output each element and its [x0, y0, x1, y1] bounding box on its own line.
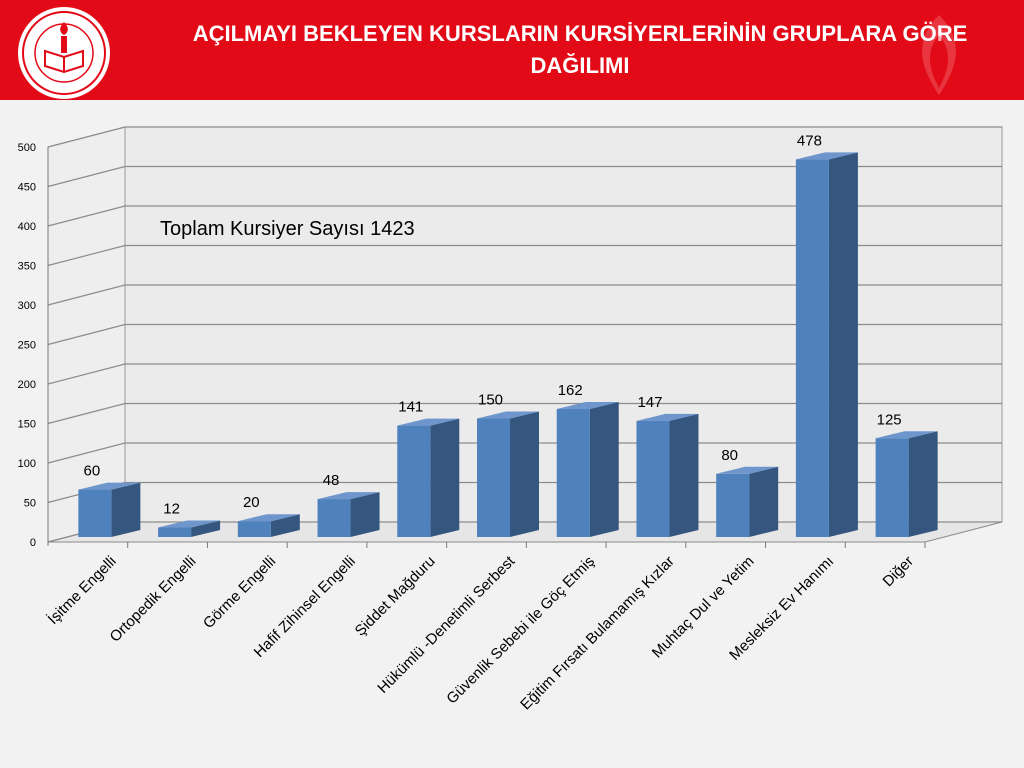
y-tick-label: 200 [18, 379, 36, 391]
bar-top [397, 418, 460, 426]
data-label: 150 [478, 392, 503, 409]
bar-top [556, 402, 619, 410]
bar-side [270, 514, 300, 537]
category-label: Şiddet Mağduru [352, 553, 439, 640]
category-label: Görme Engelli [200, 553, 279, 632]
category-label: Diğer [880, 553, 917, 590]
title-banner: AÇILMAYI BEKLEYEN KURSLARIN KURSİYERLERİ… [0, 0, 1024, 100]
bar-side [191, 520, 221, 537]
data-label: 48 [323, 472, 340, 489]
bar-side [589, 402, 619, 537]
gridline [47, 126, 1002, 148]
bar-side [111, 482, 141, 537]
data-label: 125 [877, 411, 902, 428]
y-tick-label: 150 [18, 419, 36, 431]
ministry-logo [18, 7, 110, 99]
data-label: 20 [243, 494, 260, 511]
bar-top [875, 431, 938, 439]
title-line-2: DAĞILIMI [530, 53, 630, 78]
data-label: 12 [163, 501, 180, 518]
bar-side [350, 492, 380, 537]
bar-top [477, 411, 539, 419]
bar [716, 473, 750, 537]
y-tick-label: 250 [18, 340, 36, 352]
bar [636, 420, 670, 537]
bar-top [716, 466, 779, 474]
bar [78, 489, 112, 537]
bar-side [430, 418, 460, 537]
gridline [47, 323, 1002, 346]
bar-top [237, 514, 300, 522]
bar-top [158, 520, 221, 528]
bar-side [749, 466, 779, 537]
bar-side [828, 152, 858, 537]
bar [397, 425, 431, 537]
data-label: 80 [721, 447, 738, 464]
gridline [47, 481, 1002, 504]
bar [556, 409, 590, 537]
category-label: Hükümlü -Denetimli Serbest [374, 552, 519, 697]
bar-top [78, 482, 141, 490]
data-label: 147 [637, 394, 662, 411]
bar-top [317, 492, 380, 500]
gridline [47, 165, 1002, 188]
category-label: Güvenlik Sebebi ile Göç Etmiş [443, 553, 598, 708]
y-tick-label: 400 [18, 221, 36, 233]
data-label: 60 [84, 463, 101, 480]
bar-side [669, 413, 699, 537]
category-label: Eğitim Fırsatı Bulamamış Kızlar [517, 553, 678, 714]
gridline [47, 205, 1002, 227]
y-tick-label: 350 [18, 261, 36, 273]
category-label: Ortopedik Engelli [107, 553, 200, 646]
title-line-1: AÇILMAYI BEKLEYEN KURSLARIN KURSİYERLERİ… [192, 21, 968, 46]
y-tick-label: 50 [24, 498, 36, 510]
y-tick-label: 500 [18, 142, 36, 154]
data-label: 478 [797, 132, 822, 149]
bar [158, 527, 192, 537]
gridline [47, 442, 1002, 464]
total-annotation: Toplam Kursiyer Sayısı 1423 [160, 218, 415, 240]
category-label: İşitme Engelli [44, 552, 120, 628]
y-tick-label: 300 [18, 300, 36, 312]
bar-side [510, 411, 539, 537]
gridline [47, 402, 1002, 425]
gridline [47, 244, 1002, 267]
bar-chart: 0 50 100 150 200 250 300 350 400 450 500 Toplam Kur… [18, 126, 1003, 714]
y-tick-label: 100 [18, 458, 36, 470]
bar [317, 499, 351, 537]
data-label: 162 [558, 382, 583, 399]
gridline [47, 363, 1002, 385]
y-tick-label: 0 [30, 537, 36, 549]
y-tick-label: 450 [18, 182, 36, 194]
bar [795, 159, 829, 537]
bar-side [908, 431, 938, 537]
bar [477, 418, 510, 537]
bar-top [636, 413, 699, 421]
bar [237, 521, 271, 537]
flame-watermark-icon [922, 15, 956, 95]
page-title: AÇILMAYI BEKLEYEN KURSLARIN KURSİYERLERİ… [150, 18, 1010, 82]
bar-top [795, 152, 858, 160]
data-label: 141 [398, 399, 423, 416]
bar [875, 438, 909, 537]
gridline [47, 284, 1002, 306]
